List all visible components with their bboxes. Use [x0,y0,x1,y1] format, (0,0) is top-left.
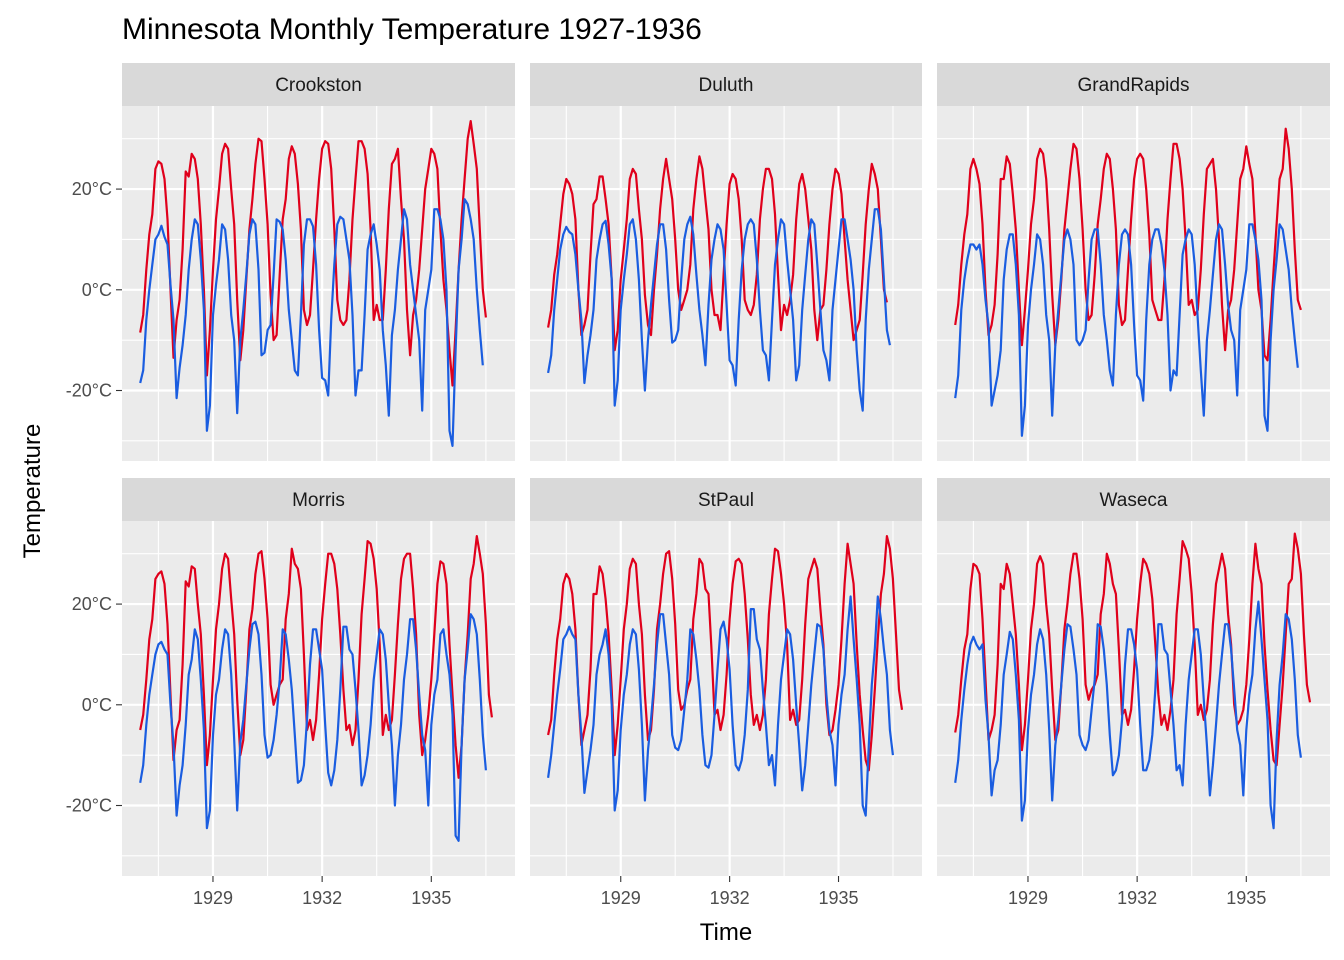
strip-background [937,478,1330,521]
panel-grandrapids: GrandRapids [937,63,1330,461]
series-line-max [954,127,1302,362]
y-tick-label: 20°C [72,179,112,199]
x-tick-label: 1929 [193,888,233,908]
panel-waseca: Waseca 1929 1932 1935 [937,478,1330,908]
strip-background [530,478,922,521]
series-line-max [547,155,888,352]
x-tick-label: 1935 [1226,888,1266,908]
panel-morris: Morris 20°C 0°C -20°C 1929 1932 1935 [66,478,515,908]
y-tick-label: -20°C [66,381,112,401]
y-axis-title: Temperature [19,424,46,559]
y-tick-label: 20°C [72,594,112,614]
panel-crookston: Crookston 20°C 0°C -20°C [66,63,515,461]
series-line-min [139,198,484,447]
panel-duluth: Duluth [530,63,922,461]
strip-label: Waseca [1100,490,1168,511]
y-tick-label: 0°C [82,695,112,715]
panel-grid: Crookston 20°C 0°C -20°C Duluth GrandRapids Mo… [66,63,1330,908]
x-tick-label: 1929 [1008,888,1048,908]
strip-background [122,63,515,106]
series-line-max [139,534,493,779]
y-tick-label: 0°C [82,280,112,300]
chart-title: Minnesota Monthly Temperature 1927-1936 [122,13,702,46]
series-line-max [139,119,487,387]
series-line-max [547,534,904,772]
y-tick-label: -20°C [66,796,112,816]
strip-background [530,63,922,106]
series-line-min [139,613,487,842]
series-line-min [547,208,891,412]
series-line-min [954,223,1299,437]
strip-label: GrandRapids [1078,75,1190,96]
strip-background [122,478,515,521]
strip-label: Duluth [699,75,754,96]
strip-label: Crookston [275,75,362,96]
panel-stpaul: StPaul 1929 1932 1935 [530,478,922,908]
strip-label: StPaul [698,490,754,511]
series-line-max [954,532,1312,767]
strip-background [937,63,1330,106]
x-tick-label: 1932 [1117,888,1157,908]
x-axis-title: Time [700,919,752,946]
x-tick-label: 1929 [601,888,641,908]
x-tick-label: 1935 [411,888,451,908]
strip-label: Morris [292,490,345,511]
series-line-min [547,595,894,817]
x-tick-label: 1932 [302,888,342,908]
x-tick-label: 1935 [818,888,858,908]
x-tick-label: 1932 [710,888,750,908]
series-line-min [954,600,1302,830]
